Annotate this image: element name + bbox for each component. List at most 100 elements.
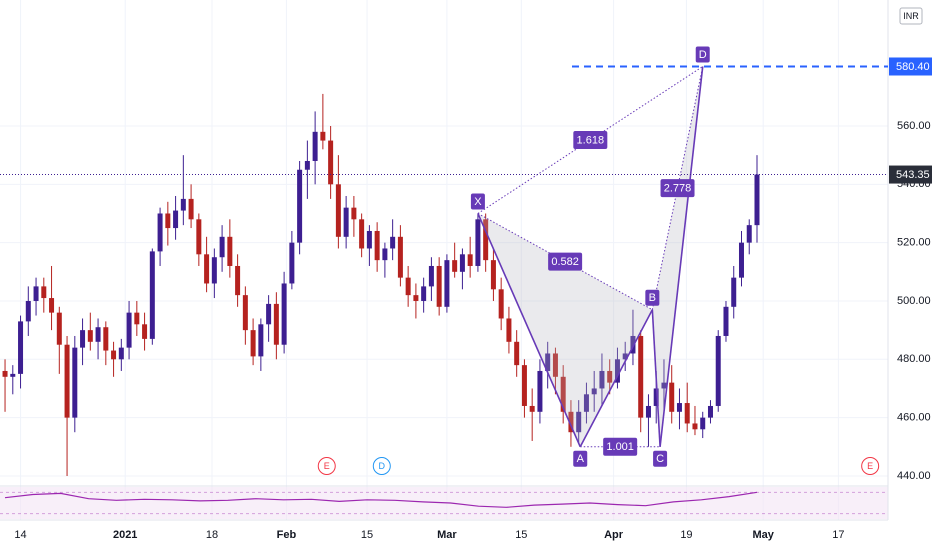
x-tick-label: May (752, 529, 774, 541)
candle-body (49, 298, 55, 313)
rsi-line (4, 491, 758, 508)
candle-body (661, 382, 667, 389)
pattern-point-label: A (577, 453, 585, 465)
pattern-point-box (573, 450, 588, 467)
ratio-label: 0.582 (551, 256, 579, 268)
candle-body (669, 382, 675, 412)
candle-body (413, 295, 419, 301)
candle-body (64, 344, 70, 418)
candle-body (483, 219, 489, 261)
candle-body (273, 303, 279, 345)
candle-body (227, 236, 233, 266)
candle-body (33, 286, 39, 301)
candle-body (219, 236, 225, 258)
candle-body (715, 335, 721, 406)
y-tick-label: 460.00 (897, 412, 931, 424)
pattern-point-label: D (699, 49, 707, 61)
candle-body (599, 370, 605, 389)
last-price-label: 543.35 (896, 169, 930, 181)
ratio-label: 1.001 (606, 441, 634, 453)
y-tick-label: 500.00 (897, 295, 931, 307)
pattern-point-box (470, 193, 485, 210)
candle-body (467, 254, 473, 266)
candle-body (134, 312, 140, 325)
candle-body (607, 370, 613, 383)
candle-body (421, 286, 427, 301)
event-marker (372, 457, 391, 475)
y-tick-label: 520.00 (897, 237, 931, 249)
x-tick-label: 15 (361, 529, 373, 541)
candle-body (576, 411, 582, 433)
candle-body (475, 219, 481, 266)
pattern-leg (579, 309, 654, 448)
candle-body (10, 373, 16, 377)
candle-body (723, 306, 729, 336)
candle-body (328, 140, 334, 185)
x-tick-label: 15 (515, 529, 527, 541)
candle-body (111, 350, 117, 360)
candle-body (738, 242, 744, 278)
event-label: E (867, 461, 873, 471)
pattern-leg (477, 213, 581, 448)
x-tick-label: Mar (437, 529, 457, 541)
candle-body (459, 254, 465, 272)
target-label: 580.40 (896, 61, 930, 73)
candle-body (622, 353, 628, 360)
y-tick-label: 480.00 (897, 353, 931, 365)
candle-body (521, 365, 527, 406)
candle-body (731, 277, 737, 307)
candle-body (676, 403, 682, 412)
x-tick-label: Apr (604, 529, 624, 541)
candle-body (87, 330, 93, 342)
candle-body (591, 388, 597, 395)
candle-body (56, 312, 62, 345)
y-tick-label: 440.00 (897, 470, 931, 482)
candle-body (529, 405, 535, 412)
candle-body (707, 405, 713, 418)
pattern-leg (659, 66, 704, 447)
pattern-ratio-line (651, 66, 704, 310)
candle-body (25, 300, 31, 322)
candle-body (103, 327, 109, 351)
candle-body (490, 260, 496, 290)
candle-body (390, 236, 396, 249)
candle-body (552, 353, 558, 377)
event-marker (861, 457, 880, 475)
pattern-point-label: C (656, 453, 664, 465)
candle-body (506, 318, 512, 342)
pattern-point-label: B (649, 292, 656, 304)
candle-body (638, 335, 644, 418)
candle-body (645, 405, 651, 418)
ratio-label: 1.618 (577, 134, 605, 146)
candle-body (436, 265, 442, 307)
x-tick-label: 17 (832, 529, 844, 541)
pattern-point-label: X (474, 196, 482, 208)
candle-body (250, 330, 256, 357)
candle-body (452, 260, 458, 272)
candle-body (498, 289, 504, 319)
candle-body (366, 230, 372, 249)
last-price-badge (889, 165, 932, 184)
candle-body (537, 370, 543, 412)
candle-body (444, 260, 450, 307)
candle-body (343, 207, 349, 237)
ratio-box (548, 252, 583, 271)
candle-body (700, 417, 706, 430)
candle-body (258, 324, 264, 357)
candle-body (405, 277, 411, 296)
candle-body (312, 131, 318, 161)
candle-body (653, 388, 659, 406)
candle-body (568, 411, 574, 433)
x-tick-label: Feb (277, 529, 297, 541)
candle-body (614, 359, 620, 383)
candle-body (142, 324, 148, 339)
candle-body (2, 370, 8, 377)
target-badge (889, 57, 932, 76)
candle-body (297, 169, 303, 243)
pattern-leg (651, 309, 661, 447)
candle-body (204, 254, 210, 284)
candle-body (560, 376, 566, 412)
ratio-box (603, 437, 638, 456)
candle-body (754, 174, 760, 226)
ratio-box (573, 130, 608, 149)
